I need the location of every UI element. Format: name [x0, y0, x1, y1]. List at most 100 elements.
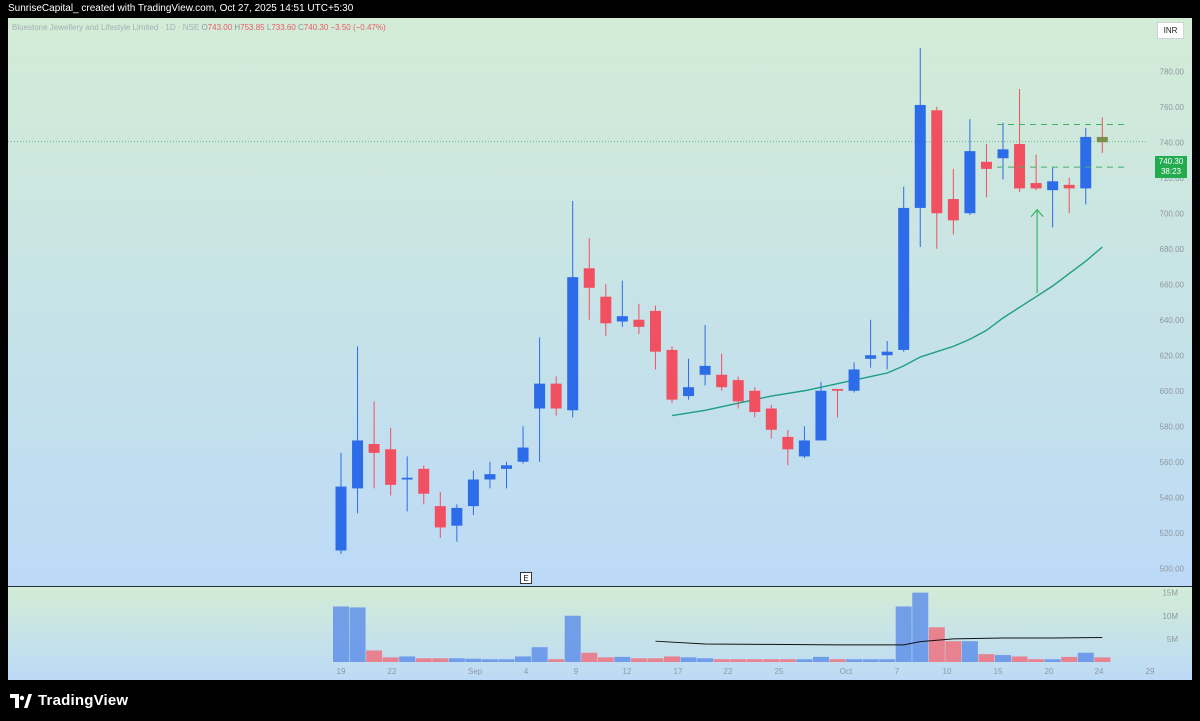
candle — [517, 426, 529, 464]
legend-symbol: Bluestone Jewellery and Lifestyle Limite… — [12, 23, 200, 32]
candle-body — [550, 383, 562, 409]
x-tick-label: Oct — [840, 667, 853, 676]
candle — [583, 238, 595, 320]
candle — [716, 353, 728, 391]
candle — [980, 144, 992, 198]
volume-pane-background — [8, 587, 1192, 680]
candle-body — [1014, 144, 1026, 189]
candle-body — [964, 151, 976, 214]
candle — [368, 401, 380, 489]
volume-bar — [399, 656, 416, 662]
x-tick-label: 24 — [1095, 667, 1104, 676]
candle-body — [401, 477, 413, 480]
volume-bar — [912, 592, 929, 662]
candle — [1063, 177, 1075, 214]
candle — [451, 504, 463, 542]
tradingview-wordmark: TradingView — [38, 692, 129, 709]
candle-body — [1047, 181, 1059, 191]
candle-body — [732, 380, 744, 402]
volume-bar — [448, 658, 465, 662]
candle-body — [434, 506, 446, 528]
candle-body — [865, 355, 877, 359]
candle — [1014, 89, 1026, 192]
candle — [914, 48, 926, 247]
last-price-tag: 740.30 38:23 — [1155, 156, 1187, 178]
price-tick-label: 500.00 — [1160, 564, 1185, 573]
legend-close-label: C — [298, 23, 304, 32]
candle-body — [931, 110, 943, 214]
volume-bar — [879, 659, 896, 662]
candle-body — [980, 161, 992, 169]
candle-body — [633, 319, 645, 327]
volume-bar — [746, 659, 763, 662]
volume-bar — [564, 615, 581, 662]
volume-bar — [465, 658, 482, 662]
currency-button[interactable]: INR — [1157, 22, 1184, 39]
volume-bar — [531, 647, 548, 662]
candle — [749, 387, 761, 418]
candle — [467, 470, 479, 515]
volume-bar — [382, 657, 399, 662]
volume-bar — [779, 659, 796, 662]
legend-low-label: L — [266, 23, 272, 32]
x-tick-label: 9 — [574, 667, 579, 676]
volume-bar — [1011, 656, 1028, 662]
candle-body — [815, 390, 827, 441]
candle — [683, 358, 695, 400]
volume-bar — [664, 656, 680, 662]
last-price-value: 740.30 — [1158, 157, 1184, 166]
volume-bar — [862, 659, 879, 662]
candle — [616, 280, 628, 327]
volume-bar — [548, 659, 565, 662]
candle — [931, 106, 943, 249]
volume-bar — [597, 657, 614, 662]
pane-divider — [8, 586, 1192, 587]
x-tick-label: 19 — [337, 667, 346, 676]
x-tick-label: 17 — [674, 667, 683, 676]
price-tick-label: 560.00 — [1160, 458, 1185, 467]
price-tick-label: 760.00 — [1160, 103, 1185, 112]
volume-bar — [961, 641, 978, 662]
candle-body — [749, 390, 761, 413]
price-tick-label: 780.00 — [1160, 67, 1185, 76]
candle-body — [567, 277, 579, 411]
x-tick-label: 10 — [943, 667, 952, 676]
x-tick-label: 25 — [775, 667, 784, 676]
price-tick-label: 620.00 — [1160, 351, 1185, 360]
candle — [418, 465, 430, 505]
candle-body — [782, 436, 794, 450]
volume-tick-label: 10M — [1162, 612, 1178, 621]
candle — [567, 200, 579, 418]
chart-frame[interactable]: 500.00 520.00 540.00 560.00 580.00 600.00 620.… — [8, 18, 1192, 680]
volume-bar — [763, 659, 780, 662]
volume-bar — [1077, 652, 1094, 662]
earnings-marker[interactable]: E — [520, 572, 532, 584]
candle — [434, 491, 446, 539]
candle-body — [1080, 136, 1092, 189]
legend-low: 733.60 — [271, 23, 296, 32]
candle — [997, 122, 1009, 180]
volume-average-line — [655, 636, 1103, 646]
candlestick-chart[interactable]: 500.00 520.00 540.00 560.00 580.00 600.00 620.… — [8, 18, 1192, 680]
candle — [898, 186, 910, 352]
legend-high-label: H — [234, 23, 241, 32]
volume-bar — [680, 657, 697, 662]
price-tick-label: 700.00 — [1160, 209, 1185, 218]
candle — [782, 429, 794, 466]
price-tick-label: 720.00 — [1160, 174, 1185, 183]
candle-body — [666, 349, 678, 400]
candle-body — [501, 465, 512, 469]
tradingview-logo[interactable]: TradingView — [10, 692, 128, 709]
candle — [1047, 167, 1059, 228]
candle-body — [467, 479, 479, 507]
volume-bar — [995, 655, 1011, 662]
candle — [484, 461, 496, 489]
candle-body — [947, 199, 959, 221]
candle-body — [352, 440, 364, 489]
volume-bar — [730, 659, 747, 662]
x-tick-label: 22 — [724, 667, 733, 676]
candle-body — [898, 207, 910, 350]
price-tick-label: 540.00 — [1160, 493, 1185, 502]
candle-body — [765, 408, 777, 430]
legend-close: 740.30 — [303, 23, 329, 32]
